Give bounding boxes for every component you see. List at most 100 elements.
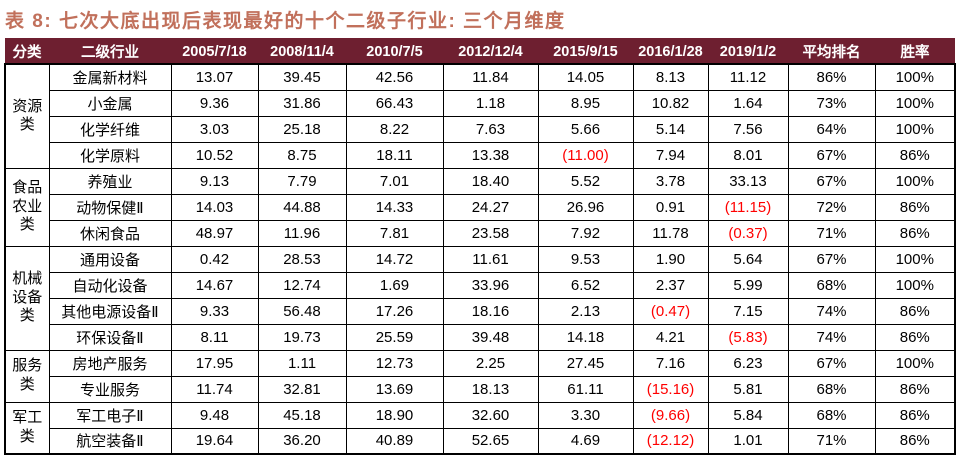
table-row: 其他电源设备Ⅱ 9.33 56.48 17.26 18.16 2.13 (0.47) 7.15… bbox=[5, 297, 956, 325]
avg-rank-cell: 64% bbox=[787, 115, 876, 143]
category-cell: 服务类 bbox=[4, 349, 50, 403]
avg-rank-cell: 68% bbox=[787, 271, 876, 299]
avg-rank-cell: 74% bbox=[787, 297, 876, 325]
industry-cell: 军工电子Ⅱ bbox=[48, 401, 172, 429]
value-cell: 9.53 bbox=[537, 245, 634, 273]
value-cell: 8.01 bbox=[707, 141, 789, 169]
win-rate-cell: 100% bbox=[874, 63, 956, 91]
value-cell: 1.64 bbox=[707, 89, 789, 117]
value-cell: 10.82 bbox=[632, 89, 709, 117]
value-cell: 14.18 bbox=[537, 323, 634, 351]
win-rate-cell: 100% bbox=[874, 115, 956, 143]
value-cell: 11.12 bbox=[707, 63, 789, 91]
table-row: 化学原料 10.52 8.75 18.11 13.38 (11.00) 7.94 8.01 67… bbox=[5, 141, 956, 169]
win-rate-cell: 86% bbox=[874, 193, 956, 221]
value-cell: 4.21 bbox=[632, 323, 709, 351]
column-header-date-4: 2012/12/4 bbox=[443, 38, 538, 64]
value-cell: 27.45 bbox=[537, 349, 634, 377]
win-rate-cell: 100% bbox=[874, 167, 956, 195]
value-cell: 13.69 bbox=[345, 375, 444, 403]
value-cell: 11.61 bbox=[442, 245, 539, 273]
value-cell: 56.48 bbox=[257, 297, 347, 325]
win-rate-cell: 100% bbox=[874, 349, 956, 377]
header-row: 分类 二级行业 2005/7/18 2008/11/4 2010/7/5 201… bbox=[5, 38, 955, 64]
value-cell: 7.81 bbox=[345, 219, 444, 247]
value-cell: 7.56 bbox=[707, 115, 789, 143]
industry-cell: 动物保健Ⅱ bbox=[48, 193, 172, 221]
value-cell: 1.69 bbox=[345, 271, 444, 299]
value-cell: 61.11 bbox=[537, 375, 634, 403]
value-cell: 19.73 bbox=[257, 323, 347, 351]
value-cell: 4.69 bbox=[537, 427, 634, 455]
value-cell: 7.79 bbox=[257, 167, 347, 195]
value-cell: 5.99 bbox=[707, 271, 789, 299]
win-rate-cell: 100% bbox=[874, 271, 956, 299]
value-cell: 8.11 bbox=[170, 323, 259, 351]
table-row: 服务类 房地产服务 17.95 1.11 12.73 2.25 27.45 7.16 6.23 6… bbox=[4, 349, 956, 403]
value-cell: 36.20 bbox=[257, 427, 347, 455]
column-header-date-7: 2019/1/2 bbox=[708, 38, 788, 64]
avg-rank-cell: 72% bbox=[787, 193, 876, 221]
value-cell: 12.73 bbox=[345, 349, 444, 377]
value-cell: 12.74 bbox=[257, 271, 347, 299]
industry-cell: 休闲食品 bbox=[48, 219, 172, 247]
column-header-industry: 二级行业 bbox=[49, 38, 171, 64]
value-cell: 32.81 bbox=[257, 375, 347, 403]
value-cell: 2.13 bbox=[537, 297, 634, 325]
value-cell: 14.67 bbox=[170, 271, 259, 299]
value-cell: 10.52 bbox=[170, 141, 259, 169]
value-cell: 13.07 bbox=[170, 63, 259, 91]
value-cell: 33.96 bbox=[442, 271, 539, 299]
industry-cell: 专业服务 bbox=[48, 375, 172, 403]
table-row: 资源类 金属新材料 13.07 39.45 42.56 11.84 14.05 8.13 11.… bbox=[4, 63, 956, 169]
industry-cell: 小金属 bbox=[48, 89, 172, 117]
value-cell: 7.01 bbox=[345, 167, 444, 195]
value-cell: 8.75 bbox=[257, 141, 347, 169]
value-cell: 23.58 bbox=[442, 219, 539, 247]
win-rate-cell: 86% bbox=[874, 427, 956, 455]
table-body: 资源类 金属新材料 13.07 39.45 42.56 11.84 14.05 8.13 11.… bbox=[4, 63, 956, 455]
value-cell: 11.84 bbox=[442, 63, 539, 91]
column-header-category: 分类 bbox=[5, 38, 49, 64]
value-cell: 39.45 bbox=[257, 63, 347, 91]
table-row: 食品农业类 养殖业 9.13 7.79 7.01 18.40 5.52 3.78 33.13 67… bbox=[4, 167, 956, 247]
value-cell: (0.37) bbox=[707, 219, 789, 247]
win-rate-cell: 86% bbox=[874, 375, 956, 403]
value-cell: 14.05 bbox=[537, 63, 634, 91]
industry-performance-table: 分类 二级行业 2005/7/18 2008/11/4 2010/7/5 201… bbox=[4, 38, 956, 455]
value-cell: (9.66) bbox=[632, 401, 709, 429]
value-cell: 19.64 bbox=[170, 427, 259, 455]
win-rate-cell: 86% bbox=[874, 297, 956, 325]
value-cell: 9.13 bbox=[170, 167, 259, 195]
value-cell: 33.13 bbox=[707, 167, 789, 195]
value-cell: 8.95 bbox=[537, 89, 634, 117]
column-header-date-3: 2010/7/5 bbox=[346, 38, 443, 64]
industry-cell: 化学原料 bbox=[48, 141, 172, 169]
value-cell: 24.27 bbox=[442, 193, 539, 221]
value-cell: 13.38 bbox=[442, 141, 539, 169]
avg-rank-cell: 74% bbox=[787, 323, 876, 351]
value-cell: 1.01 bbox=[707, 427, 789, 455]
value-cell: 9.33 bbox=[170, 297, 259, 325]
value-cell: 7.63 bbox=[442, 115, 539, 143]
industry-cell: 其他电源设备Ⅱ bbox=[48, 297, 172, 325]
value-cell: 6.52 bbox=[537, 271, 634, 299]
avg-rank-cell: 67% bbox=[787, 349, 876, 377]
value-cell: 45.18 bbox=[257, 401, 347, 429]
table-row: 航空装备Ⅱ 19.64 36.20 40.89 52.65 4.69 (12.12) 1.01… bbox=[5, 427, 956, 455]
value-cell: 18.11 bbox=[345, 141, 444, 169]
table-row: 自动化设备 14.67 12.74 1.69 33.96 6.52 2.37 5.99 68% 1… bbox=[5, 271, 956, 299]
table-row: 化学纤维 3.03 25.18 8.22 7.63 5.66 5.14 7.56 64% 100% bbox=[5, 115, 956, 143]
value-cell: (0.47) bbox=[632, 297, 709, 325]
value-cell: 2.37 bbox=[632, 271, 709, 299]
table-row: 休闲食品 48.97 11.96 7.81 23.58 7.92 11.78 (0.37) 71… bbox=[5, 219, 956, 247]
value-cell: (11.15) bbox=[707, 193, 789, 221]
column-header-date-6: 2016/1/28 bbox=[633, 38, 708, 64]
table-row: 专业服务 11.74 32.81 13.69 18.13 61.11 (15.16) 5.81… bbox=[5, 375, 956, 403]
category-cell: 食品农业类 bbox=[4, 167, 50, 247]
value-cell: 6.23 bbox=[707, 349, 789, 377]
value-cell: 7.92 bbox=[537, 219, 634, 247]
column-header-date-2: 2008/11/4 bbox=[258, 38, 346, 64]
table-header: 分类 二级行业 2005/7/18 2008/11/4 2010/7/5 201… bbox=[5, 38, 955, 64]
